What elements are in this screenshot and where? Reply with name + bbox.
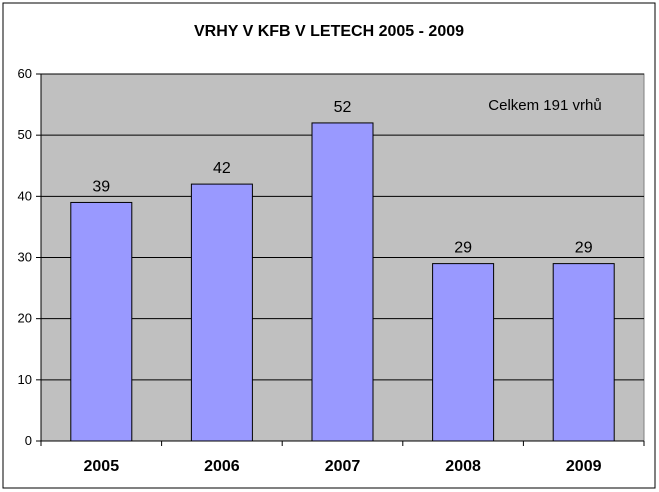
x-tick-label-2009: 2009 — [566, 458, 602, 475]
y-tick-labels: 0 10 20 30 40 50 60 — [18, 66, 32, 448]
data-label-2009: 29 — [575, 240, 593, 257]
x-tick-label-2006: 2006 — [204, 458, 240, 475]
y-tick-label: 0 — [25, 433, 32, 448]
x-tick-label-2005: 2005 — [84, 458, 120, 475]
bar-2007 — [311, 122, 374, 442]
data-label-2006: 42 — [213, 160, 231, 177]
bar-2006 — [190, 183, 253, 442]
data-label-2007: 52 — [334, 99, 352, 116]
data-labels: 39 42 52 29 29 — [92, 99, 592, 257]
bars — [70, 122, 615, 442]
y-tick-label: 60 — [18, 66, 32, 81]
y-tick-label: 40 — [18, 188, 32, 203]
axes — [36, 73, 645, 446]
x-tick-label-2008: 2008 — [445, 458, 481, 475]
x-tick-label-2007: 2007 — [325, 458, 361, 475]
bar-2009 — [552, 263, 615, 442]
x-tick-labels: 2005 2006 2007 2008 2009 — [84, 458, 602, 475]
chart-title: VRHY V KFB V LETECH 2005 - 2009 — [194, 23, 464, 40]
data-label-2005: 39 — [92, 178, 110, 195]
data-label-2008: 29 — [454, 240, 472, 257]
y-tick-label: 10 — [18, 372, 32, 387]
total-annotation: Celkem 191 vrhů — [488, 97, 601, 114]
y-tick-label: 50 — [18, 127, 32, 142]
bar-2008 — [432, 263, 495, 442]
y-tick-label: 30 — [18, 250, 32, 265]
y-tick-label: 20 — [18, 311, 32, 326]
bar-2005 — [70, 201, 133, 442]
